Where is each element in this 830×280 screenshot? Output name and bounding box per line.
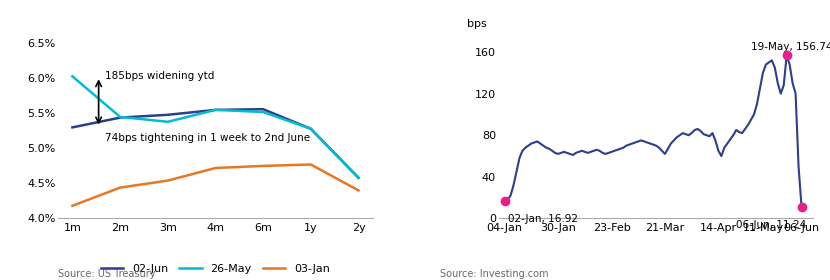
Text: 19-May, 156.74: 19-May, 156.74 [751, 42, 830, 52]
Text: 06-Jun, 11.24: 06-Jun, 11.24 [736, 220, 807, 230]
Text: Source: US Treasury: Source: US Treasury [58, 269, 155, 279]
Text: 74bps tightening in 1 week to 2nd June: 74bps tightening in 1 week to 2nd June [105, 133, 310, 143]
Text: Source: Investing.com: Source: Investing.com [440, 269, 549, 279]
Text: bps: bps [467, 19, 487, 29]
Legend: 02-Jun, 26-May, 03-Jan: 02-Jun, 26-May, 03-Jan [96, 260, 334, 278]
Text: 185bps widening ytd: 185bps widening ytd [105, 71, 214, 81]
Text: 02-Jan, 16.92: 02-Jan, 16.92 [508, 214, 578, 224]
